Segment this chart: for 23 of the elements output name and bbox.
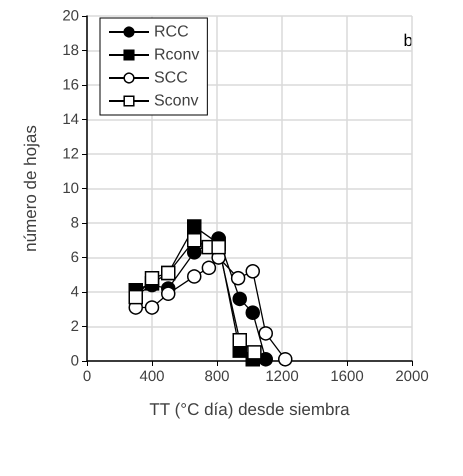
x-tick-label: 1200 — [265, 368, 299, 385]
legend-label: RCC — [154, 24, 189, 40]
y-axis-title: número de hojas — [21, 125, 40, 252]
y-tick-label: 18 — [62, 42, 79, 59]
x-tick-label: 2000 — [395, 368, 429, 385]
x-tick-label: 400 — [139, 368, 165, 385]
y-tick-label: 4 — [70, 284, 79, 300]
legend-label: Sconv — [154, 92, 198, 110]
y-tick-label: 6 — [70, 249, 79, 266]
legend-label: SCC — [154, 70, 188, 86]
x-tick-label: 800 — [204, 368, 230, 385]
y-tick-label: 14 — [62, 111, 79, 128]
x-axis-title: TT (°C día) desde siembra — [149, 400, 350, 419]
y-tick-label: 10 — [62, 180, 79, 197]
x-tick-label: 1600 — [330, 368, 364, 385]
y-tick-label: 20 — [62, 8, 79, 24]
y-tick-label: 8 — [70, 214, 79, 232]
x-tick-label: 0 — [82, 368, 92, 385]
y-tick-label: 2 — [70, 318, 79, 335]
y-tick-label: 12 — [62, 146, 79, 162]
legend-label: Rconv — [154, 46, 200, 64]
y-tick-label: 16 — [62, 76, 79, 94]
y-tick-label: 0 — [70, 352, 79, 370]
